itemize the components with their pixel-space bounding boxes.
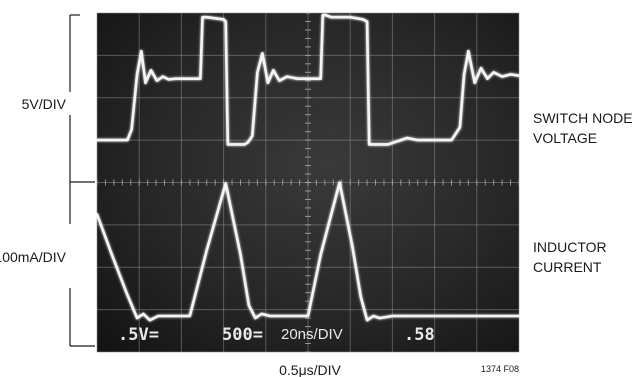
readout-ch1: .5V= xyxy=(118,325,159,345)
series-line-current xyxy=(95,181,521,322)
series-label-current-line1: INDUCTOR xyxy=(533,239,607,255)
current-scale-label: 100mA/DIV xyxy=(0,249,67,265)
series-label-voltage-line1: SWITCH NODE xyxy=(533,110,633,126)
traces xyxy=(95,13,521,322)
voltage-scale-label: 5V/DIV xyxy=(22,96,67,112)
readout-ch3: .58 xyxy=(404,325,435,345)
readout-timebase: 20ns/DIV xyxy=(281,326,343,343)
readout-ch2: 500= xyxy=(222,325,263,345)
x-axis-label: 0.5μs/DIV xyxy=(279,362,341,377)
series-line-voltage xyxy=(95,13,521,146)
figure-id: 1374 F08 xyxy=(481,364,519,374)
series-label-voltage-line2: VOLTAGE xyxy=(533,130,597,146)
scale-bracket xyxy=(69,14,95,347)
series-label-current-line2: CURRENT xyxy=(533,259,602,275)
graticule xyxy=(96,12,520,353)
